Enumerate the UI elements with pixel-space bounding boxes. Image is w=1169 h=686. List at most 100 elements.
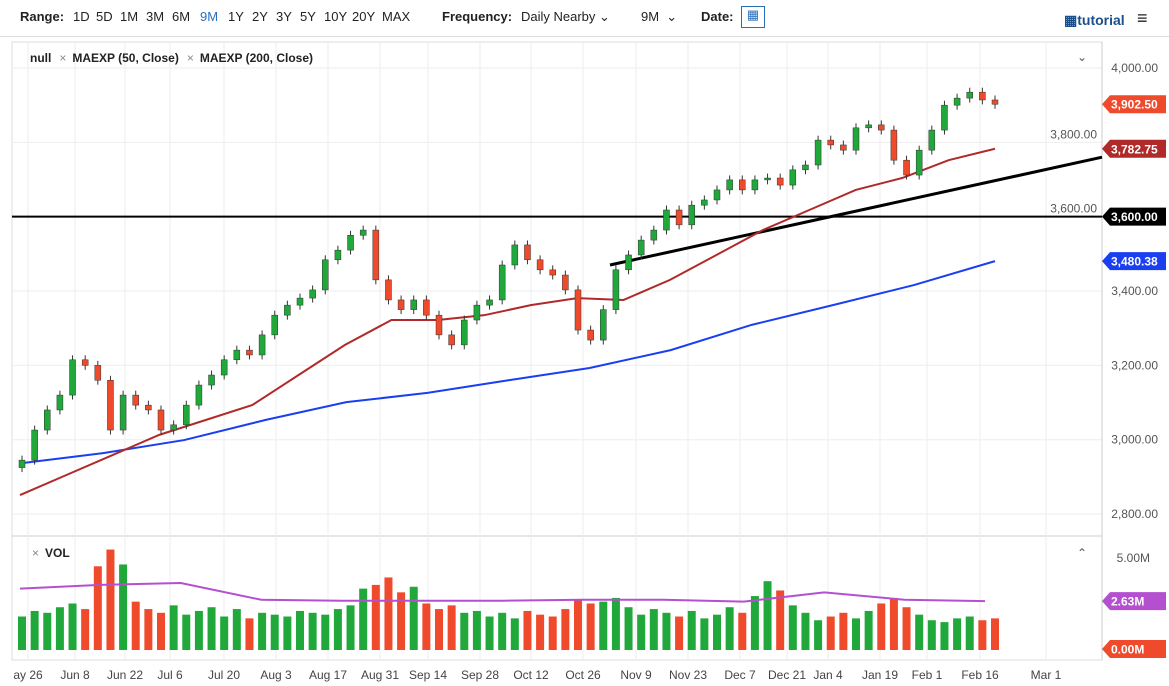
volume-bar <box>207 607 216 650</box>
frequency-label: Frequency: <box>442 9 513 24</box>
candle-body <box>385 279 392 301</box>
candle-body <box>410 299 417 310</box>
volume-bar <box>738 612 747 650</box>
volume-bar <box>106 549 115 650</box>
volume-bar <box>536 614 545 650</box>
x-tick-label: Aug 3 <box>260 668 292 682</box>
legend-ma200: MAEXP (200, Close) <box>199 51 313 65</box>
volume-bar <box>68 603 77 650</box>
volume-bar <box>675 616 684 650</box>
volume-bar <box>384 577 393 650</box>
menu-icon[interactable]: ≡ <box>1137 8 1148 28</box>
volume-average-line <box>19 582 986 603</box>
calendar-icon[interactable]: ▦ <box>741 6 765 28</box>
volume-bar <box>523 610 532 650</box>
volume-bar <box>991 618 999 650</box>
x-tick-label: Nov 9 <box>620 668 652 682</box>
candle-body <box>840 144 847 151</box>
range-6m[interactable]: 6M <box>172 9 191 24</box>
last-price-label: 3,902.50 <box>1111 98 1158 112</box>
tutorial-link[interactable]: ▦tutorial <box>1064 12 1125 28</box>
candle-body <box>44 409 51 431</box>
volume-bar <box>144 609 153 650</box>
range-9m[interactable]: 9M <box>200 9 219 24</box>
range-1y[interactable]: 1Y <box>228 9 244 24</box>
candle-body <box>170 424 177 431</box>
range-20y[interactable]: 20Y <box>352 9 376 24</box>
range-10y[interactable]: 10Y <box>324 9 348 24</box>
ma50-value-label: 3,782.75 <box>1111 142 1158 156</box>
volume-tick-label: 5.00M <box>1117 551 1150 565</box>
x-tick-label: Jul 6 <box>157 668 183 682</box>
volume-bar <box>371 584 380 650</box>
volume-bar <box>965 616 974 650</box>
candle-body <box>183 404 190 426</box>
candle-body <box>334 249 342 261</box>
range-5d[interactable]: 5D <box>96 9 113 24</box>
candle-body <box>461 319 468 346</box>
volume-bar <box>270 614 279 650</box>
range-max[interactable]: MAX <box>382 9 411 24</box>
frequency-select[interactable]: Daily Nearby ⌄ <box>521 9 610 25</box>
volume-bar <box>81 609 90 650</box>
y-tick-label: 3,800.00 <box>1050 127 1097 141</box>
ma200-line <box>21 260 996 465</box>
collapse-chevron-icon[interactable]: ⌄ <box>1077 50 1088 64</box>
volume-bar <box>169 605 178 650</box>
range-2y[interactable]: 2Y <box>252 9 268 24</box>
period-select[interactable]: 9M ⌄ <box>641 9 677 25</box>
volume-bar <box>586 603 595 650</box>
candle-body <box>663 209 670 231</box>
x-tick-label: Oct 12 <box>513 668 549 682</box>
volume-bar <box>548 616 557 650</box>
volume-bar <box>611 597 620 650</box>
volume-bar <box>472 610 481 650</box>
candle-body <box>69 359 76 396</box>
range-1d[interactable]: 1D <box>73 9 90 24</box>
expand-chevron-icon[interactable]: ⌃ <box>1077 546 1088 560</box>
volume-bar <box>333 609 342 650</box>
volume-bar <box>637 614 646 650</box>
range-5y[interactable]: 5Y <box>300 9 316 24</box>
candle-body <box>397 299 405 310</box>
candle-body <box>81 359 89 366</box>
y-tick-label: 3,000.00 <box>1111 433 1158 447</box>
candle-body <box>625 254 632 271</box>
candle-body <box>132 394 139 406</box>
y-tick-label: 2,800.00 <box>1111 507 1158 521</box>
volume-bar <box>220 616 229 650</box>
range-1m[interactable]: 1M <box>120 9 139 24</box>
candle-body <box>359 229 367 236</box>
candle-body <box>195 384 203 406</box>
candle-body <box>208 374 215 386</box>
volume-bar <box>624 607 633 650</box>
chart-frame <box>11 41 1103 661</box>
candle-body <box>979 91 986 101</box>
legend-main: null <box>30 51 52 65</box>
volume-bar <box>283 616 292 650</box>
close-icon[interactable]: × <box>59 51 67 65</box>
candle-body <box>18 459 26 468</box>
x-tick-label: Nov 23 <box>669 668 707 682</box>
range-3m[interactable]: 3M <box>146 9 165 24</box>
candle-body <box>600 309 607 341</box>
candle-body <box>764 177 771 181</box>
x-tick-label: Oct 26 <box>565 668 601 682</box>
chevron-down-icon: ⌄ <box>666 9 678 24</box>
range-3y[interactable]: 3Y <box>276 9 292 24</box>
candle-body <box>549 269 556 276</box>
volume-label: VOL <box>45 546 70 560</box>
close-icon[interactable]: × <box>186 51 194 65</box>
y-tick-label: 3,200.00 <box>1111 358 1158 372</box>
last-price-tag <box>1102 95 1166 114</box>
x-tick-label: Jul 20 <box>208 668 240 682</box>
candle-body <box>890 129 898 161</box>
volume-bar <box>561 609 570 650</box>
volume-bar <box>43 612 52 650</box>
x-tick-label: Jan 19 <box>862 668 898 682</box>
close-icon[interactable]: × <box>32 546 40 560</box>
volume-bar <box>713 614 721 650</box>
candle-body <box>966 91 973 99</box>
volume-bar <box>119 564 128 650</box>
